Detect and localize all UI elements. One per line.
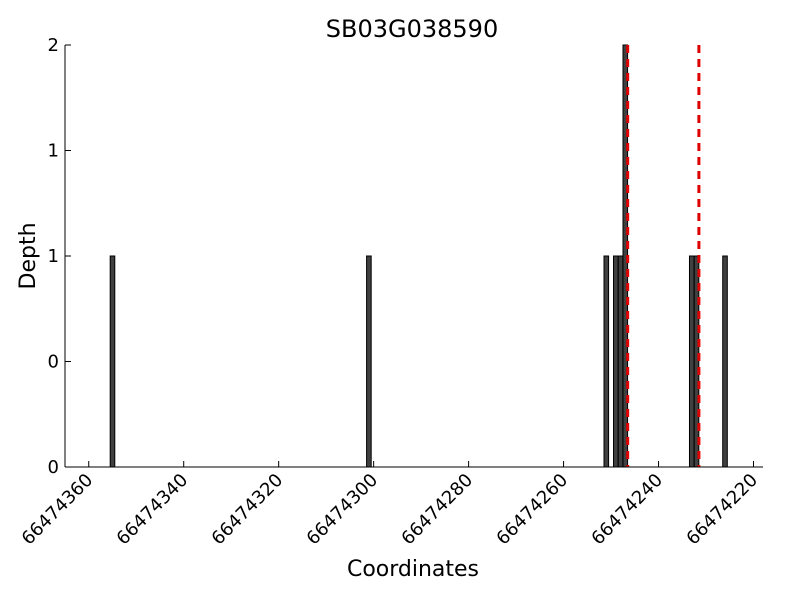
y-tick-label: 1 bbox=[48, 141, 59, 162]
x-axis-label: Coordinates bbox=[347, 557, 479, 582]
x-tick-label: 66474300 bbox=[303, 470, 383, 550]
x-tick-label: 66474320 bbox=[208, 470, 288, 550]
bar bbox=[109, 255, 116, 468]
x-tick-label: 66474240 bbox=[587, 470, 667, 550]
x-tick-label: 66474220 bbox=[682, 470, 762, 550]
x-ticks-layer: 66474360 66474340 66474320 66474300 66474280… bbox=[18, 461, 762, 549]
x-tick-label: 66474360 bbox=[18, 470, 98, 550]
bar bbox=[603, 255, 610, 468]
x-tick-label: 66474260 bbox=[492, 470, 572, 550]
bar bbox=[613, 255, 619, 468]
y-tick-label: 1 bbox=[48, 246, 59, 267]
y-axis-label: Depth bbox=[16, 222, 41, 289]
y-tick-label: 0 bbox=[48, 457, 59, 478]
bar bbox=[722, 255, 728, 468]
y-ticks-layer: 0 0 1 1 2 bbox=[48, 35, 71, 478]
y-tick-label: 2 bbox=[48, 35, 59, 56]
bar bbox=[366, 255, 372, 468]
y-tick-label: 0 bbox=[48, 352, 59, 373]
x-tick-label: 66474340 bbox=[113, 470, 193, 550]
reference-lines-layer bbox=[626, 45, 701, 467]
bar bbox=[688, 255, 695, 468]
x-tick-label: 66474280 bbox=[398, 470, 478, 550]
bars-layer bbox=[109, 44, 728, 468]
chart-title: SB03G038590 bbox=[326, 15, 498, 43]
bar bbox=[617, 255, 624, 468]
axes-layer bbox=[64, 45, 763, 468]
